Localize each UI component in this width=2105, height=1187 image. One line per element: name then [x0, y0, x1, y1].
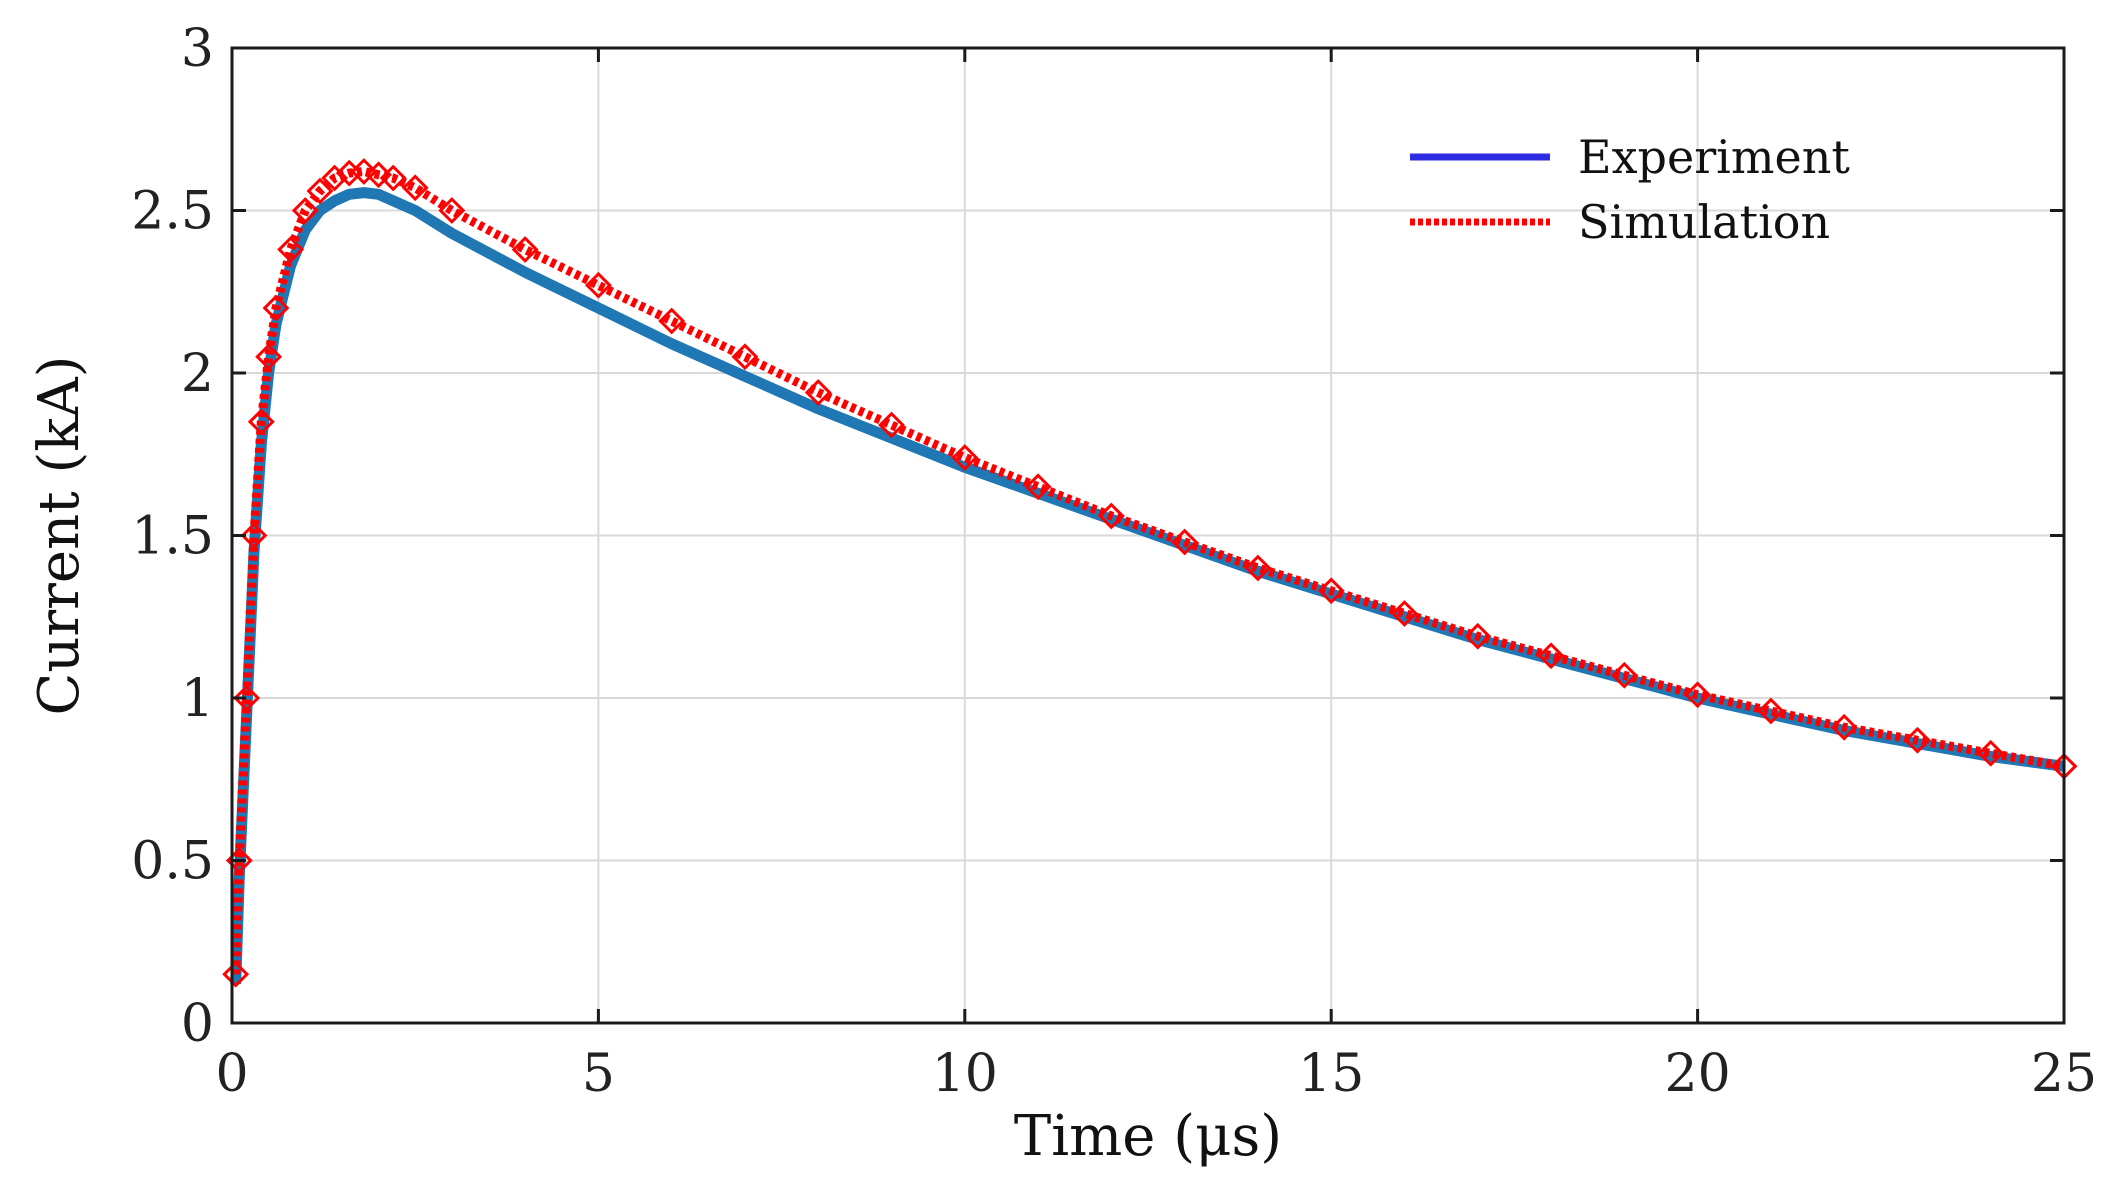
simulation-marker: [1830, 713, 1858, 741]
simulation-marker: [1171, 528, 1199, 556]
simulation-marker: [291, 197, 319, 224]
legend-label-experiment: Experiment: [1578, 130, 1850, 184]
simulation-marker: [951, 444, 979, 471]
series-layer: [222, 158, 2078, 988]
y-tick-label: 0.5: [131, 832, 214, 892]
simulation-marker: [1757, 697, 1785, 725]
simulation-marker: [1977, 739, 2005, 767]
legend: Experiment Simulation: [1410, 130, 1850, 249]
simulation-marker: [584, 271, 612, 299]
simulation-marker: [401, 174, 429, 202]
simulation-marker: [438, 197, 466, 224]
simulation-marker: [1537, 642, 1565, 670]
simulation-marker: [1097, 502, 1125, 530]
x-tick-label: 20: [1665, 1044, 1731, 1104]
simulation-marker: [511, 236, 539, 263]
simulation-marker: [1024, 473, 1052, 501]
simulation-marker: [1610, 661, 1638, 689]
y-tick-label: 0: [181, 994, 214, 1054]
simulation-marker: [2050, 752, 2078, 780]
simulation-marker: [731, 343, 759, 371]
simulation-marker: [379, 164, 407, 192]
simulation-marker: [222, 960, 250, 988]
simulation-marker: [240, 522, 268, 549]
simulation-marker: [262, 294, 290, 322]
y-tick-label: 2.5: [131, 182, 214, 242]
simulation-marker: [277, 236, 305, 263]
simulation-marker: [225, 847, 253, 874]
simulation-marker: [255, 343, 283, 371]
y-tick-label: 1: [181, 669, 214, 729]
x-tick-label: 5: [582, 1044, 615, 1104]
y-tick-label: 3: [181, 19, 214, 79]
simulation-marker: [878, 411, 905, 439]
simulation-marker: [233, 684, 261, 712]
simulation-marker: [658, 307, 686, 335]
simulation-marker: [1244, 554, 1272, 582]
y-axis-label: Current (kA): [27, 355, 92, 715]
simulation-marker: [306, 177, 334, 205]
y-tick-label: 1.5: [131, 507, 214, 567]
y-tick-label: 2: [181, 344, 214, 404]
simulation-marker: [1391, 600, 1418, 627]
simulation-marker: [1684, 681, 1712, 709]
x-tick-label: 25: [2031, 1044, 2097, 1104]
simulation-marker: [804, 379, 832, 406]
simulation-marker: [247, 408, 275, 436]
series-line-simulation: [231, 167, 2065, 975]
x-axis-label: Time (μs): [1014, 1104, 1282, 1169]
simulation-marker: [1904, 726, 1931, 754]
x-tick-label: 10: [932, 1044, 998, 1104]
ticks: 0 5 10 15 20 25 0 0.5 1 1.5 2 2.5 3: [131, 19, 2097, 1104]
simulation-marker: [1317, 577, 1345, 605]
legend-label-simulation: Simulation: [1578, 195, 1830, 249]
x-tick-label: 0: [215, 1044, 248, 1104]
x-tick-label: 15: [1298, 1044, 1364, 1104]
simulation-marker: [1464, 622, 1492, 650]
